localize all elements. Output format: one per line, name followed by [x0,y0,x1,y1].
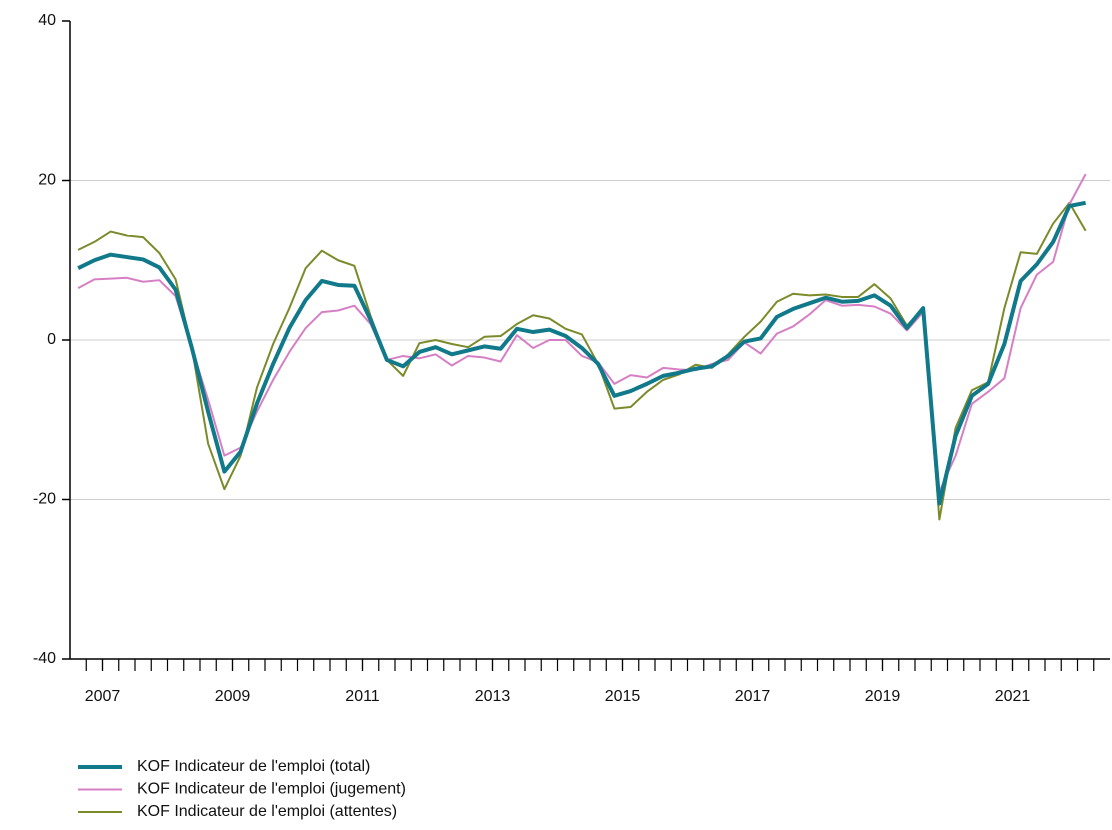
x-tick-label: 2021 [995,688,1031,705]
y-tick-label: 40 [38,12,56,29]
x-tick-label: 2013 [475,688,511,705]
legend-label: KOF Indicateur de l'emploi (jugement) [137,781,406,798]
y-tick-label: -40 [33,650,56,667]
x-tick-label: 2007 [85,688,121,705]
legend-label: KOF Indicateur de l'emploi (attentes) [137,803,397,820]
x-tick-label: 2015 [605,688,641,705]
x-tick-label: 2011 [345,688,380,705]
series-line [77,201,1087,521]
y-tick-label: 0 [47,331,56,348]
legend-label: KOF Indicateur de l'emploi (total) [137,758,370,775]
x-tick-label: 2019 [865,688,901,705]
series-line [77,200,1087,506]
y-tick-label: -20 [33,491,56,508]
x-tick-label: 2009 [215,688,251,705]
y-tick-label: 20 [38,172,56,189]
x-tick-label: 2017 [735,688,771,705]
